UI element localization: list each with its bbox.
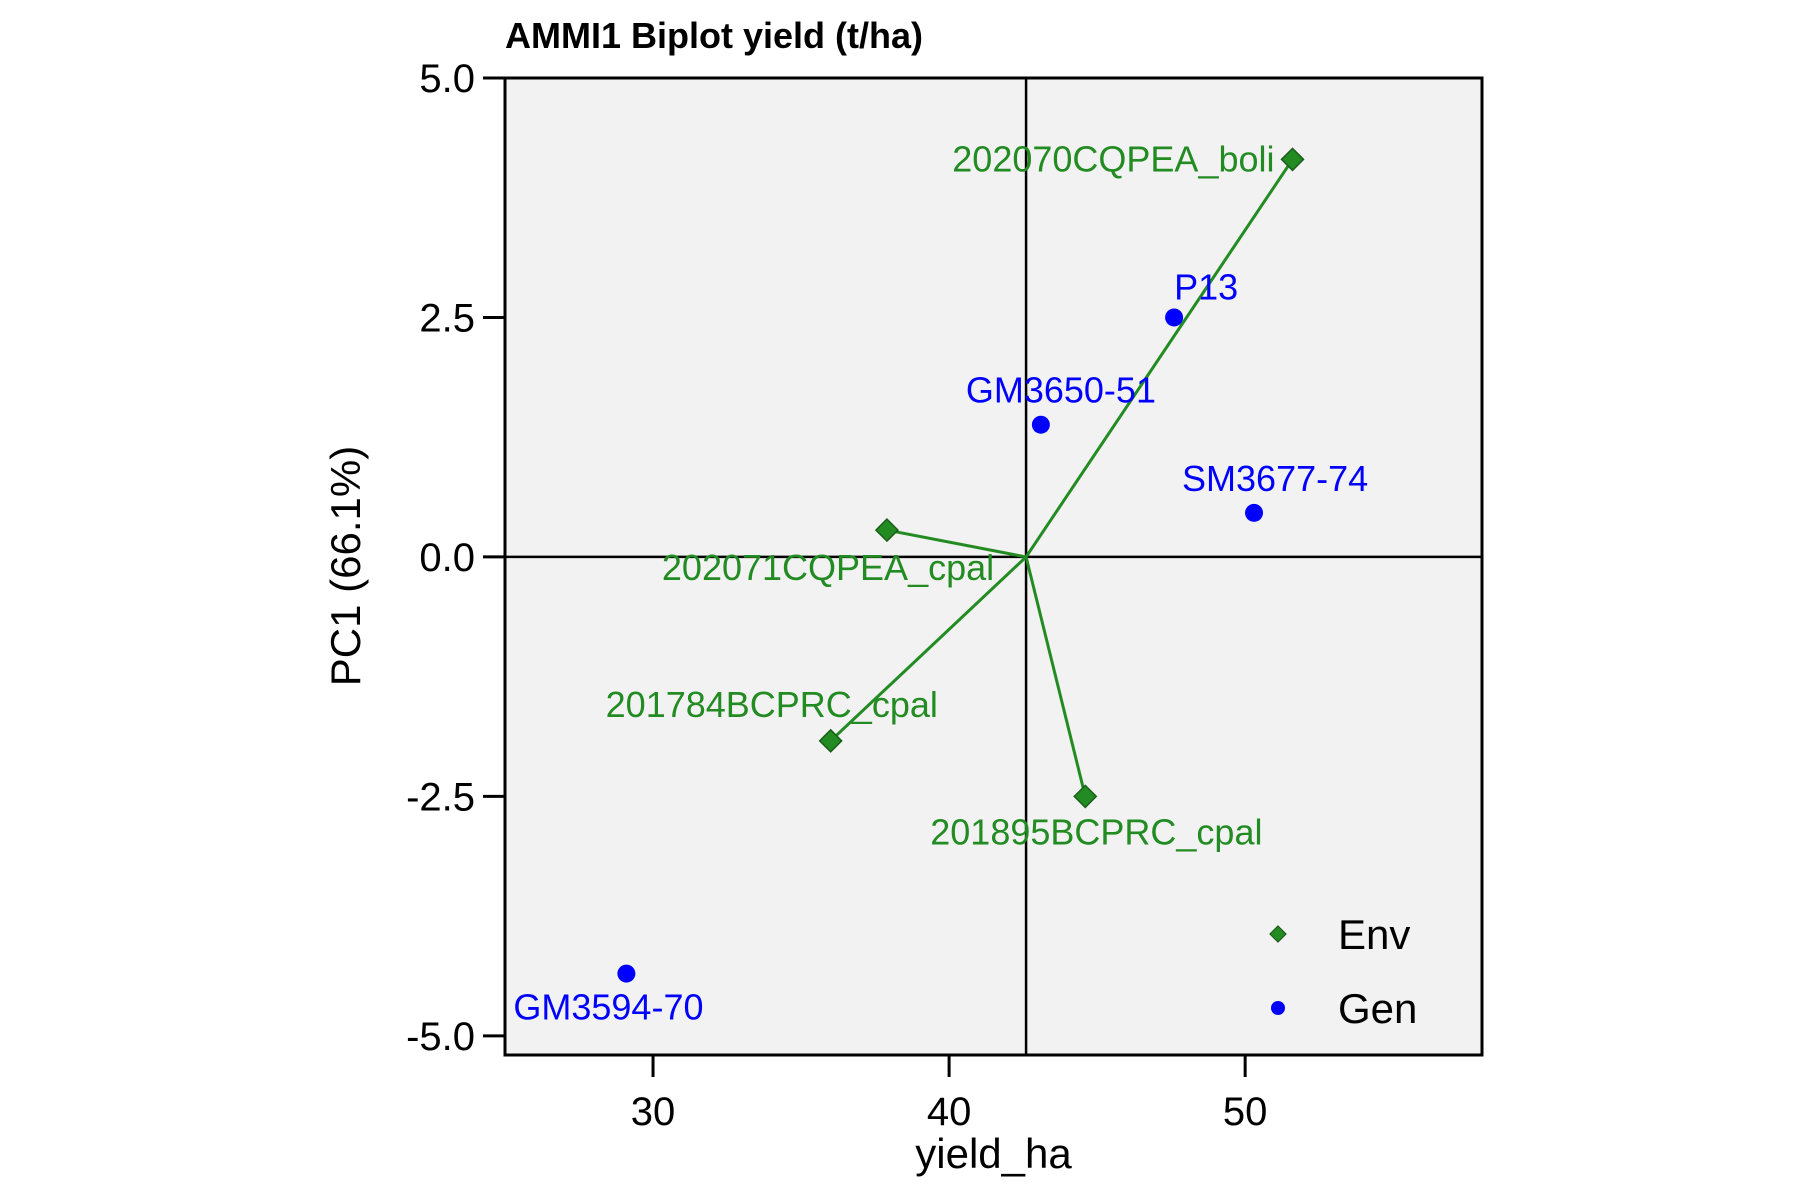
gen-label: SM3677-74	[1182, 458, 1368, 499]
plot-frame	[503, 76, 1484, 1057]
legend: Env Gen	[1269, 911, 1417, 1032]
legend-gen-label: Gen	[1338, 985, 1417, 1032]
y-axis: 5.0 2.5 0.0 -2.5 -5.0	[406, 57, 505, 1059]
x-axis-title: yield_ha	[915, 1130, 1072, 1177]
env-point	[1280, 147, 1305, 172]
env-vector-line	[886, 528, 1027, 559]
y-tick-label: -2.5	[406, 775, 475, 819]
legend-gen-marker	[1271, 1001, 1285, 1015]
gen-point	[1165, 308, 1184, 327]
gen-point	[1031, 415, 1050, 434]
env-point	[874, 518, 899, 543]
chart-title: AMMI1 Biplot yield (t/ha)	[505, 15, 923, 56]
x-tick-label: 50	[1223, 1090, 1268, 1134]
data-points	[617, 147, 1305, 983]
legend-env-marker	[1269, 925, 1287, 943]
y-tick-label: 2.5	[419, 296, 475, 340]
env-label: 202071CQPEA_cpal	[662, 547, 994, 588]
y-tick-label: 0.0	[419, 536, 475, 580]
x-tick-label: 40	[927, 1090, 972, 1134]
gen-label: GM3650-51	[966, 370, 1156, 411]
y-axis-title: PC1 (66.1%)	[322, 446, 369, 686]
gen-label: GM3594-70	[513, 987, 703, 1028]
gen-label: P13	[1174, 266, 1238, 307]
plot-panel	[505, 78, 1482, 1055]
x-axis: 30 40 50	[631, 1055, 1268, 1134]
env-vector-line	[829, 555, 1028, 742]
reference-lines	[505, 78, 1482, 1055]
y-tick-label: -5.0	[406, 1015, 475, 1059]
legend-env-label: Env	[1338, 911, 1410, 958]
gen-point	[1245, 503, 1264, 522]
env-vectors	[829, 158, 1294, 797]
env-point	[818, 728, 843, 753]
env-vector-line	[1024, 556, 1087, 797]
env-label: 201784BCPRC_cpal	[606, 684, 938, 725]
point-labels: 202070CQPEA_boli 202071CQPEA_cpal 201784BC…	[513, 138, 1368, 1027]
y-tick-label: 5.0	[419, 57, 475, 101]
env-vector-line	[1024, 158, 1294, 558]
x-tick-label: 30	[631, 1090, 676, 1134]
env-point	[1073, 784, 1098, 809]
gen-point	[617, 964, 636, 983]
env-label: 202070CQPEA_boli	[952, 138, 1274, 179]
env-label: 201895BCPRC_cpal	[930, 811, 1262, 852]
